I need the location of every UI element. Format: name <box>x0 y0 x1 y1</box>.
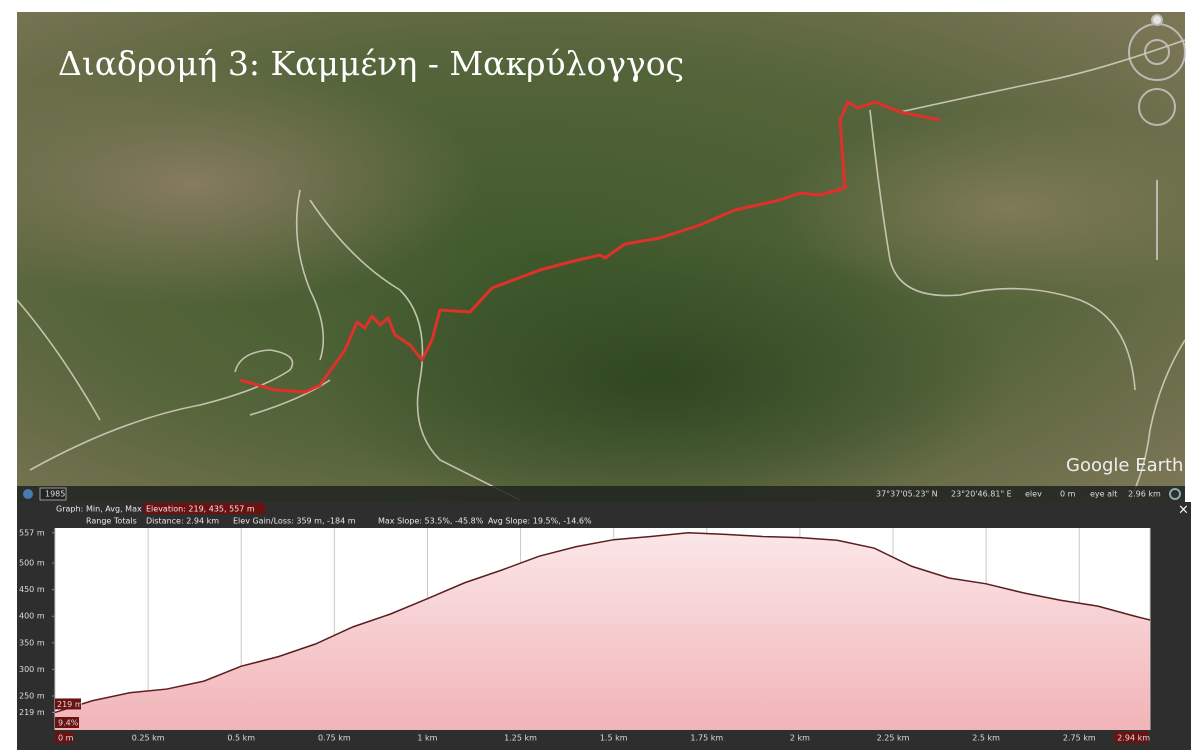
close-button[interactable]: × <box>1178 503 1189 518</box>
elevation-highlight <box>143 503 265 514</box>
gain-loss: Elev Gain/Loss: 359 m, -184 m <box>233 517 356 526</box>
x-tick-label: 2.94 km <box>1117 734 1150 743</box>
cursor-box <box>55 698 81 710</box>
x-tick-box <box>55 732 73 743</box>
north[interactable] <box>1151 14 1163 26</box>
x-tick-label: 2.75 km <box>1063 734 1096 743</box>
cursor-slope: 9.4% <box>58 719 79 728</box>
avg-slope: Avg Slope: 19.5%, -14.6% <box>488 517 592 526</box>
x-tick-label: 1.5 km <box>600 734 628 743</box>
max-slope: Max Slope: 53.5%, -45.8% <box>378 517 484 526</box>
elev: 0 m <box>1060 490 1076 499</box>
status-icon <box>1169 488 1181 500</box>
year-box <box>39 487 67 501</box>
latitude: 37°37'05.23" N <box>876 490 938 499</box>
x-tick-label: 0.25 km <box>132 734 165 743</box>
y-tick-label: 350 m <box>19 638 45 647</box>
y-tick-label: 400 m <box>19 612 45 621</box>
y-tick-label: 219 m <box>19 708 45 717</box>
x-tick-box <box>1114 732 1148 743</box>
roads <box>16 39 1186 501</box>
watermark: Google Earth <box>1066 455 1183 476</box>
x-tick-label: 1 km <box>417 734 437 743</box>
elevation-line <box>54 532 1151 714</box>
x-tick-label: 0.5 km <box>227 734 255 743</box>
x-tick-label: 2.5 km <box>972 734 1000 743</box>
y-tick-label: 557 m <box>19 528 45 537</box>
x-tick-label: 2.25 km <box>877 734 910 743</box>
longitude: 23°20'46.81" E <box>951 490 1012 499</box>
x-tick-label: 1.25 km <box>504 734 537 743</box>
elev-label: elev <box>1025 490 1042 499</box>
status-bar <box>17 486 1185 502</box>
look-control[interactable] <box>1138 88 1176 126</box>
eye-alt-label: eye alt <box>1090 490 1117 499</box>
cursor-elevation: 219 m <box>57 700 83 709</box>
navigation-controls[interactable] <box>1128 14 1186 260</box>
elevation-stats: Elevation: 219, 435, 557 m <box>146 505 255 514</box>
x-tick-label: 0 m <box>58 734 74 743</box>
distance: Distance: 2.94 km <box>146 517 219 526</box>
route <box>239 100 941 394</box>
y-tick-label: 300 m <box>19 665 45 674</box>
history-icon[interactable] <box>23 489 33 499</box>
elevation-profile: Graph: Min, Avg, Max Elevation: 219, 435… <box>17 502 1191 750</box>
range-label: Range Totals <box>86 517 137 526</box>
y-tick-label: 500 m <box>19 559 45 568</box>
compass-center[interactable] <box>1144 39 1170 65</box>
y-tick-label: 250 m <box>19 691 45 700</box>
area-fill <box>55 532 1150 730</box>
graph-label: Graph: <box>56 505 83 514</box>
map-title: Διαδρομή 3: Καμμένη - Μακρύλογγος <box>58 44 684 83</box>
year: 1985 <box>45 490 65 499</box>
y-tick-label: 450 m <box>19 585 45 594</box>
slope-box <box>55 717 79 728</box>
x-tick-label: 1.75 km <box>690 734 723 743</box>
stats-label: Min, Avg, Max <box>86 505 142 514</box>
x-tick-label: 0.75 km <box>318 734 351 743</box>
x-tick-label: 2 km <box>790 734 810 743</box>
eye-alt: 2.96 km <box>1128 490 1161 499</box>
map[interactable]: Διαδρομή 3: Καμμένη - Μακρύλογγος Google… <box>16 12 1186 502</box>
